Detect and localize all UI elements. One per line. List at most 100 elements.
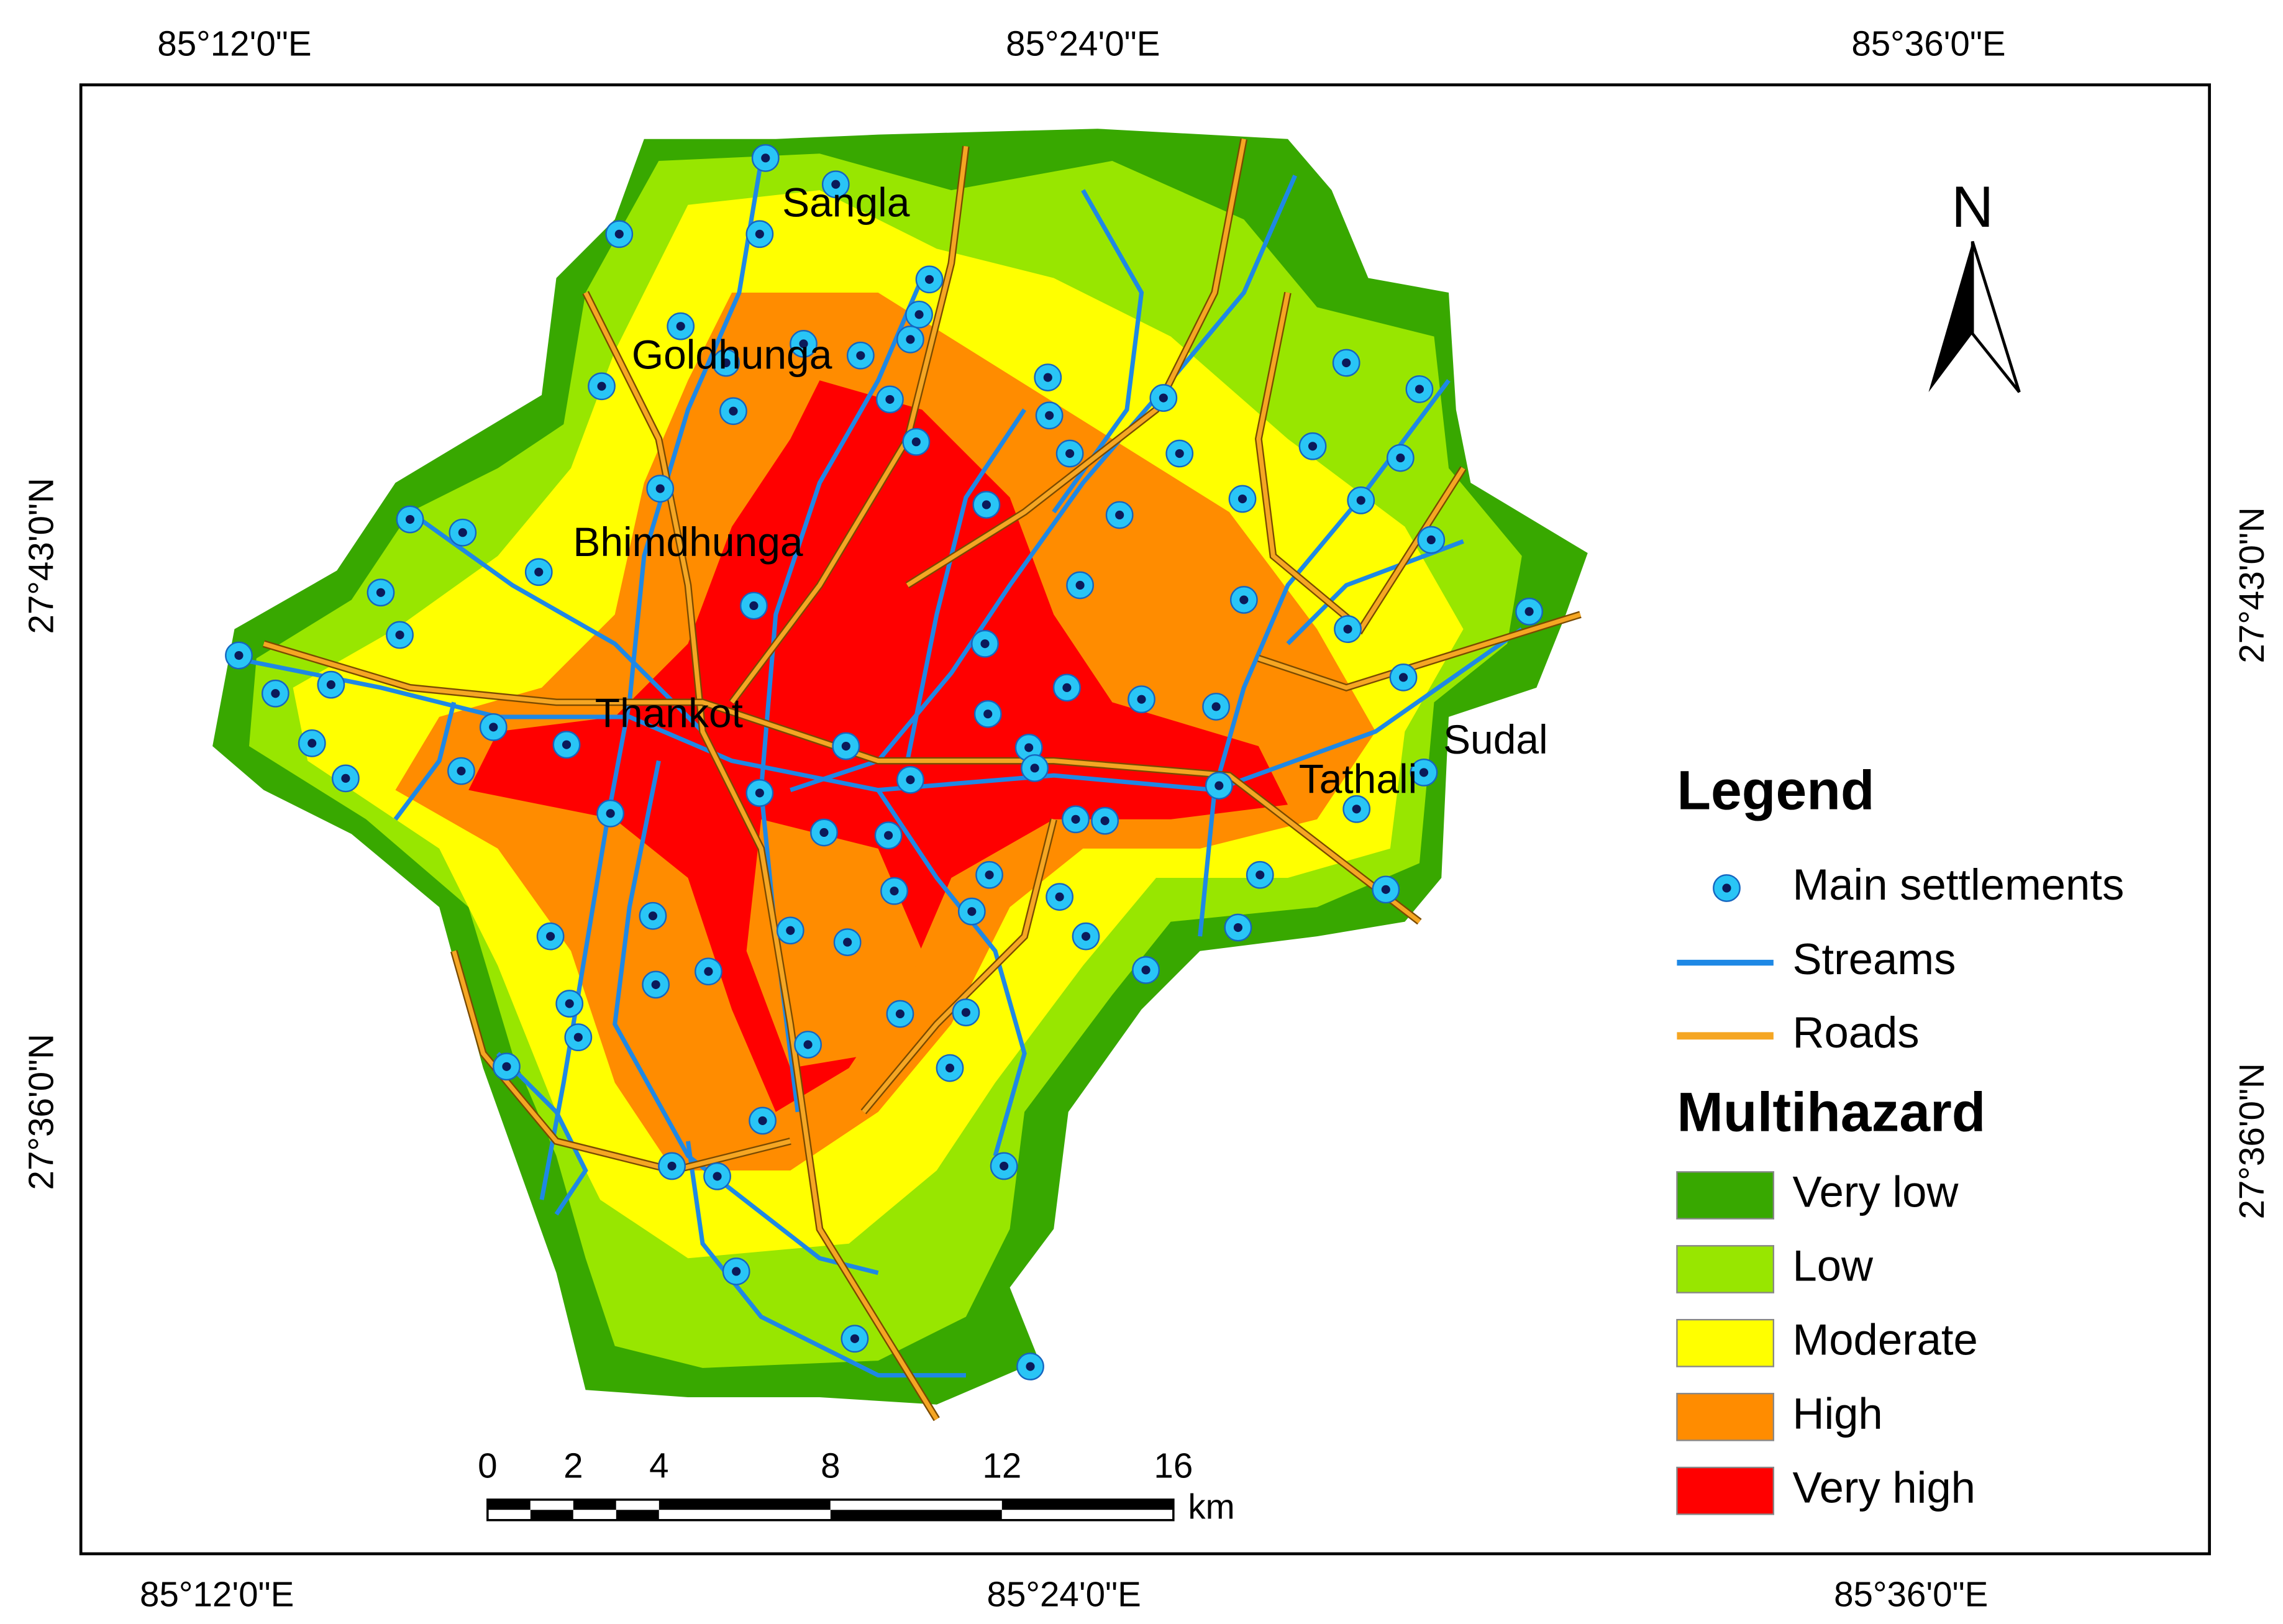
legend-swatch — [1676, 1466, 1775, 1515]
settlement-center — [1419, 768, 1429, 777]
settlement-center — [895, 1009, 905, 1019]
scale-tick-label: 8 — [821, 1446, 840, 1485]
place-label: Bhimdhunga — [573, 519, 803, 565]
settlement-center — [606, 809, 615, 818]
settlement-center — [1100, 816, 1110, 826]
settlement-center — [729, 406, 738, 416]
settlement-center — [1342, 358, 1351, 368]
settlement-center — [1352, 805, 1361, 814]
settlement-center — [534, 567, 544, 577]
settlement-center — [831, 180, 841, 189]
road — [583, 291, 939, 1421]
scale-segment — [573, 1510, 616, 1520]
north-label: N — [1951, 174, 1994, 239]
scale-segment — [530, 1510, 573, 1520]
legend-swatch — [1676, 1245, 1775, 1293]
stream — [790, 175, 1298, 793]
settlement-center — [1237, 494, 1247, 504]
stream — [1198, 379, 1451, 937]
settlement-center — [982, 500, 991, 509]
settlement-center — [1043, 373, 1052, 382]
settlement-center — [758, 1116, 767, 1125]
stream — [234, 627, 1523, 793]
settlement-center — [597, 381, 606, 391]
settlement-center — [376, 588, 385, 597]
stream — [1286, 539, 1464, 645]
scale-segment — [616, 1499, 659, 1510]
settlement-center — [1381, 885, 1390, 894]
settlement-center — [395, 630, 404, 640]
settlement-center — [713, 1172, 722, 1181]
settlement-center — [234, 650, 244, 660]
settlement-center — [967, 907, 977, 916]
scale-tick-label: 16 — [1154, 1446, 1193, 1485]
road — [263, 641, 1421, 924]
settlement-center — [1214, 781, 1224, 790]
settlement-center — [1000, 1161, 1009, 1170]
legend: Legend Main settlements Streams Roads Mu… — [1676, 759, 2124, 1515]
settlement-center — [1175, 449, 1184, 458]
coord-left: 27°36'0"N — [21, 1034, 60, 1190]
legend-class: High — [1792, 1389, 1882, 1438]
stream — [876, 788, 1027, 1157]
settlement-center — [850, 1334, 859, 1343]
settlement-center — [799, 339, 808, 349]
settlement-center — [667, 1161, 677, 1170]
coord-bottom: 85°12'0"E — [140, 1575, 294, 1614]
settlement-center — [985, 870, 994, 880]
legend-swatch — [1676, 1392, 1775, 1441]
settlement-center — [961, 1008, 970, 1017]
settlement-center — [755, 229, 764, 239]
settlement-center — [1524, 607, 1534, 616]
settlement-center — [676, 322, 685, 331]
settlement-center — [562, 740, 572, 749]
settlement-center — [648, 911, 658, 921]
settlement-center — [819, 828, 829, 837]
coord-right: 27°43'0"N — [2232, 507, 2271, 663]
very-high-zone — [468, 380, 1288, 1112]
legend-class: Low — [1792, 1241, 1874, 1290]
settlement-center — [980, 639, 990, 649]
settlement-center — [458, 528, 467, 537]
settlements — [225, 144, 1543, 1380]
place-label: Goldhunga — [632, 331, 832, 377]
road — [452, 950, 791, 1173]
settlement-center — [1415, 385, 1424, 394]
settlement-center — [843, 937, 852, 947]
stream — [393, 701, 457, 821]
settlement-center — [761, 153, 770, 163]
scale-tick-label: 12 — [982, 1446, 1021, 1485]
settlement-center — [885, 395, 895, 404]
coord-bottom: 85°24'0"E — [987, 1575, 1141, 1614]
settlement-center — [308, 739, 317, 748]
settlement-center — [1045, 411, 1054, 420]
settlement-center — [755, 788, 764, 798]
settlement-center — [1055, 892, 1064, 901]
place-label: Sudal — [1443, 716, 1548, 762]
settlement-center — [1115, 510, 1124, 520]
settlement-center — [983, 709, 993, 719]
settlement-center — [841, 741, 850, 751]
scale-segment — [658, 1510, 831, 1520]
settlement-center — [1343, 624, 1352, 634]
scale-outline — [486, 1499, 1175, 1521]
settlement-center — [614, 229, 624, 239]
legend-swatch — [1676, 1318, 1775, 1367]
coord-right: 27°36'0"N — [2232, 1063, 2271, 1219]
settlement-center — [405, 514, 415, 524]
legend-class: Moderate — [1792, 1315, 1977, 1364]
settlement-center — [1159, 393, 1168, 403]
place-label: Tathali — [1299, 755, 1418, 801]
settlement-center — [1308, 442, 1318, 451]
legend-class: Very high — [1792, 1462, 1975, 1512]
settlement-center — [271, 689, 280, 698]
scale-segment — [1001, 1510, 1173, 1520]
settlement-center — [326, 680, 335, 690]
scale-segment — [830, 1499, 1002, 1510]
scale-tick-label: 2 — [563, 1446, 583, 1485]
settlement-center — [341, 773, 350, 783]
coordinate-labels: 85°12'0"E 85°24'0"E 85°36'0"E 85°12'0"E … — [21, 24, 2271, 1613]
coord-bottom: 85°36'0"E — [1834, 1575, 1988, 1614]
settlement-center — [1062, 683, 1072, 692]
